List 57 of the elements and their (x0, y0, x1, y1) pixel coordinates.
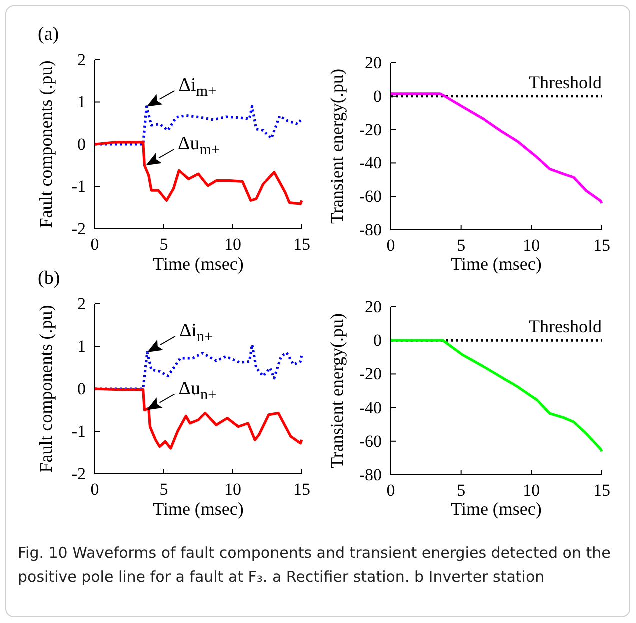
x-tick-label: 0 (386, 236, 396, 256)
y-tick-label: 0 (374, 86, 382, 106)
x-tick-label: 5 (457, 481, 466, 500)
x-tick-label: 15 (594, 481, 610, 500)
y-tick-label: -80 (359, 465, 382, 484)
y-tick-label: -40 (359, 154, 382, 173)
y-tick-label: 0 (78, 379, 86, 398)
y-tick-label: 2 (78, 294, 86, 314)
x-axis-title: Time (msec) (451, 499, 542, 519)
chart-title: (b) (38, 268, 60, 289)
line-series (390, 339, 604, 453)
x-tick-label: 15 (594, 236, 610, 256)
y-tick-label: 20 (365, 297, 382, 316)
y-tick-label: 1 (78, 92, 86, 112)
x-axis-title: Time (msec) (153, 499, 244, 519)
x-tick-label: 15 (294, 480, 310, 500)
y-tick-label: -1 (72, 422, 86, 441)
y-tick-label: -40 (359, 398, 382, 418)
ref-line-label: Threshold (529, 316, 602, 337)
y-tick-label: 0 (374, 331, 382, 350)
x-tick-label: 10 (523, 481, 540, 500)
annotation: Δu$_{m+}$ (178, 134, 220, 158)
line-series (390, 92, 604, 205)
x-axis-title: Time (msec) (451, 254, 542, 274)
x-tick-label: 10 (224, 480, 242, 500)
x-tick-label: 0 (90, 480, 100, 500)
y-tick-label: -60 (359, 432, 382, 451)
y-axis-title: Fault components (.pu) (36, 60, 56, 228)
y-tick-label: -2 (72, 464, 86, 484)
y-tick-label: -20 (359, 120, 382, 140)
x-tick-label: 5 (160, 480, 168, 500)
x-tick-label: 5 (457, 236, 466, 256)
y-axis-title: Transient energy(.pu) (327, 69, 347, 224)
x-tick-label: 5 (160, 235, 168, 254)
ref-line-label: Threshold (529, 72, 602, 92)
y-tick-label: 2 (78, 50, 86, 70)
y-tick-label: -20 (359, 364, 382, 384)
y-tick-label: 20 (365, 53, 382, 72)
y-tick-label: -1 (72, 177, 86, 196)
x-tick-label: 10 (224, 235, 242, 254)
y-tick-label: -60 (359, 187, 382, 206)
x-tick-label: 0 (386, 481, 396, 500)
x-tick-label: 10 (523, 236, 540, 256)
y-tick-label: 0 (78, 134, 86, 154)
y-tick-label: -80 (359, 220, 382, 240)
annotation: Δi$_{m+}$ (178, 74, 217, 100)
annotation: Δi$_{n+}$ (179, 320, 214, 345)
x-axis-title: Time (msec) (153, 254, 244, 274)
x-tick-label: 0 (90, 235, 100, 254)
y-tick-label: 1 (78, 336, 86, 356)
chart-title: (a) (38, 24, 60, 45)
y-tick-label: -2 (72, 219, 86, 238)
caption: Fig. 10 Waveforms of fault components and transient energies detected on the positive pole line for a fault at F₃. a Rectifier station. b Inverter station (18, 544, 611, 586)
x-tick-label: 15 (294, 235, 310, 254)
y-axis-title: Transient energy(.pu) (327, 314, 347, 468)
y-axis-title: Fault components (.pu) (36, 305, 56, 473)
annotation: Δu$_{n+}$ (178, 378, 217, 403)
